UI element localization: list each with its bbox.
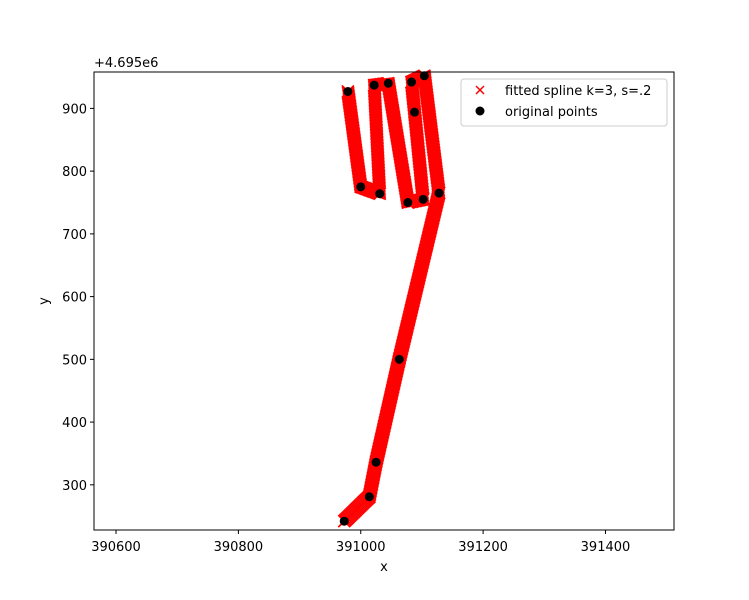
legend-label-spline: fitted spline k=3, s=.2: [505, 84, 651, 99]
original-point: [371, 457, 381, 467]
y-axis: 300 400 500 600 700 800 900: [62, 102, 94, 494]
y-tick-label: 500: [62, 353, 87, 368]
x-tick-label: 391000: [336, 540, 386, 555]
y-tick-label: 900: [62, 102, 87, 117]
original-point: [410, 107, 420, 117]
x-tick-label: 390800: [214, 540, 264, 555]
original-point: [418, 194, 428, 204]
original-point: [419, 71, 429, 81]
legend-marker-original: [475, 106, 485, 116]
x-tick-label: 391400: [581, 540, 631, 555]
plot-area: [337, 69, 446, 528]
original-point: [343, 86, 353, 96]
x-tick-label: 390600: [91, 540, 141, 555]
x-axis-label: x: [380, 560, 388, 575]
original-point: [369, 80, 379, 90]
series-original-points: [339, 71, 444, 526]
original-point: [434, 188, 444, 198]
legend: fitted spline k=3, s=.2 original points: [460, 78, 668, 127]
y-offset-label: +4.695e6: [94, 56, 158, 71]
legend-label-original: original points: [505, 105, 598, 120]
y-tick-label: 400: [62, 416, 87, 431]
original-point: [383, 78, 393, 88]
original-point: [407, 77, 417, 87]
original-point: [403, 197, 413, 207]
original-point: [394, 354, 404, 364]
original-point: [375, 189, 385, 199]
original-point: [356, 182, 366, 192]
y-tick-label: 700: [62, 228, 87, 243]
y-axis-label: y: [37, 297, 52, 305]
y-tick-label: 600: [62, 291, 87, 306]
legend-marker-spline: [475, 85, 485, 95]
axes-frame: [93, 71, 675, 531]
y-tick-label: 300: [62, 479, 87, 494]
x-tick-label: 391200: [458, 540, 508, 555]
legend-frame: [460, 78, 668, 127]
y-tick-label: 800: [62, 165, 87, 180]
original-point: [364, 492, 374, 502]
x-axis: 390600 390800 391000 391200 391400: [91, 530, 630, 555]
original-point: [339, 516, 349, 526]
